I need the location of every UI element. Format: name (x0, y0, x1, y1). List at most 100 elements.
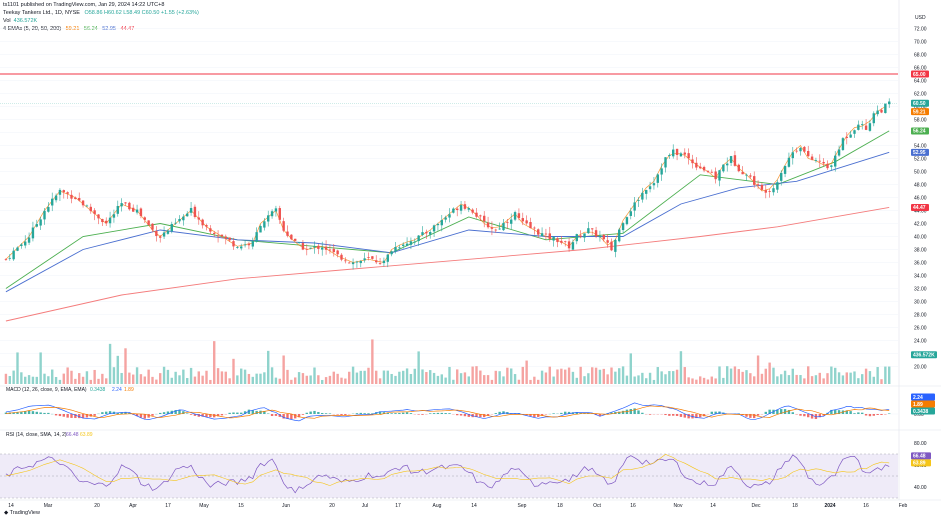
volume-bar (471, 366, 474, 384)
macd-histogram-bar (390, 413, 393, 414)
macd-tag-bg (911, 407, 935, 415)
volume-bar (120, 372, 123, 384)
ema-line-1 (5, 151, 890, 293)
candle (97, 214, 100, 219)
volume-bar (189, 367, 193, 384)
macd-histogram-bar (552, 413, 555, 414)
tv-logo-icon: ◆ (4, 510, 10, 516)
volume-bar (267, 350, 270, 384)
macd-histogram-bar (429, 413, 432, 414)
volume-bar (668, 371, 671, 384)
volume-bar (124, 348, 127, 384)
volume-bar (20, 372, 23, 384)
macd-histogram-bar (567, 411, 571, 414)
volume-bar (359, 370, 362, 384)
macd-histogram-bar (297, 414, 301, 418)
volume-bar (85, 371, 89, 384)
price-tick-20: 32.00 (914, 286, 927, 292)
candle (814, 160, 818, 161)
candle (317, 245, 320, 249)
price-tag-bg (911, 203, 929, 211)
candle (375, 260, 378, 263)
price-tick-24: 24.00 (914, 338, 927, 344)
volume-bar (375, 370, 378, 384)
publisher-line: ts1101 published on TradingView.com, Jan… (3, 2, 165, 8)
macd-histogram-bar (791, 412, 794, 414)
candle (282, 221, 285, 231)
price-tick-19: 34.00 (914, 273, 927, 279)
volume-bar (486, 375, 490, 384)
candle (695, 162, 698, 168)
volume-bar (228, 378, 231, 384)
time-tick-22: 16 (863, 503, 869, 509)
price-tick-18: 36.00 (914, 260, 927, 266)
volume-bar (575, 377, 578, 384)
volume-bar (159, 373, 162, 384)
macd-histogram-bar (764, 411, 767, 414)
candle (371, 256, 374, 259)
candle (444, 217, 447, 220)
volume-bar (328, 375, 332, 384)
candle (35, 224, 38, 227)
candle (525, 220, 528, 224)
volume-bar (463, 372, 467, 384)
macd-histogram-bar (363, 413, 366, 414)
macd-histogram-bar (648, 414, 652, 415)
time-tick-3: Apr (129, 503, 137, 509)
volume-bar (602, 368, 605, 384)
macd-histogram-bar (236, 412, 239, 414)
macd-histogram-bar (610, 412, 613, 414)
time-tick-12: 14 (471, 503, 477, 509)
candle (575, 234, 578, 242)
candle (259, 226, 262, 233)
macd-histogram-bar (47, 412, 50, 414)
candle (166, 230, 170, 234)
candle (633, 202, 636, 211)
candle (31, 227, 35, 239)
volume-bar (101, 373, 104, 384)
candle (43, 210, 46, 220)
volume-bar (679, 351, 683, 384)
volume-bar (278, 378, 281, 384)
volume-bar (143, 376, 146, 384)
macd-legend: MACD (12, 26, close, 9, EMA, EMA) (6, 387, 87, 393)
volume-bar (324, 377, 328, 384)
candle (529, 221, 532, 229)
macd-histogram-bar (876, 414, 879, 415)
candle (610, 241, 613, 251)
macd-histogram-bar (440, 412, 443, 414)
macd-histogram-bar (135, 414, 139, 417)
volume-bar (162, 366, 166, 384)
candle (791, 152, 794, 159)
macd-histogram-bar (668, 414, 671, 416)
macd-histogram-bar (564, 411, 567, 414)
volume-bar (687, 377, 690, 384)
volume-bar (382, 370, 386, 384)
volume-bar (702, 377, 706, 384)
candle (16, 247, 19, 251)
macd-histogram-bar (81, 414, 85, 419)
volume-bar (425, 372, 428, 384)
macd-histogram-bar (166, 411, 170, 414)
price-tag-6: 436.572K (913, 353, 935, 359)
volume-bar (147, 369, 150, 384)
candle (602, 234, 605, 240)
candle (668, 154, 671, 156)
volume-bar (255, 373, 258, 384)
tradingview-brand[interactable]: ◆ TradingView (4, 510, 40, 516)
volume-bar (232, 358, 235, 384)
volume-bar (776, 376, 779, 384)
macd-histogram-bar (475, 414, 478, 418)
price-tick-2: 68.00 (914, 52, 927, 58)
volume-bar (741, 371, 744, 384)
candle (614, 239, 617, 252)
macd-histogram-bar (147, 414, 150, 418)
volume-bar (525, 360, 528, 384)
time-tick-5: May (199, 503, 209, 509)
macd-histogram-bar (849, 411, 852, 414)
candle (8, 257, 11, 259)
volume-bar (706, 379, 710, 384)
volume-bar (764, 368, 767, 384)
macd-line-value: 2.24 (112, 387, 122, 393)
